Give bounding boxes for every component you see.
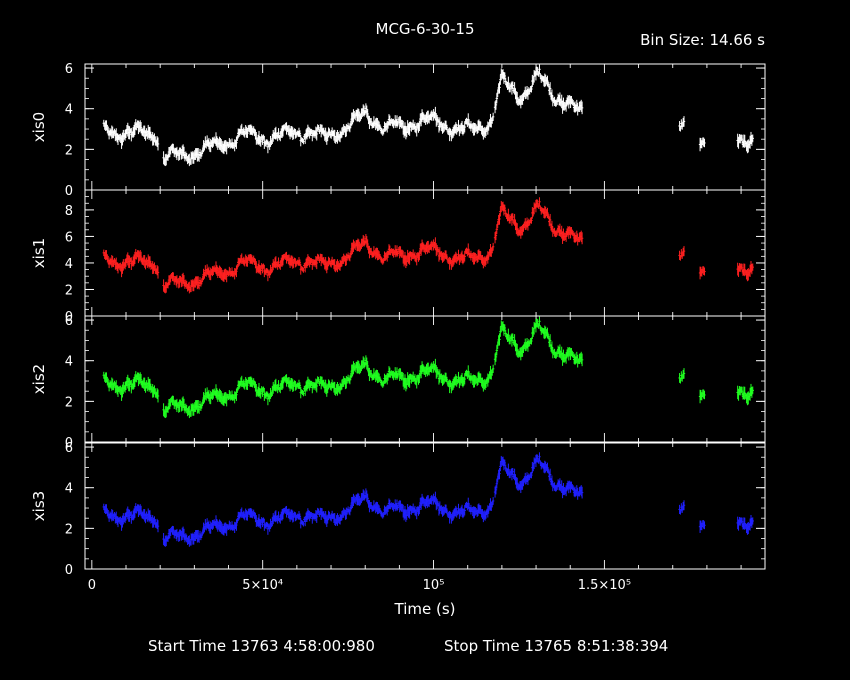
y-tick-label: 6 [65, 230, 73, 245]
panel-label-xis2: xis2 [30, 364, 48, 394]
y-tick-label: 0 [65, 184, 73, 199]
y-tick-label: 4 [65, 355, 73, 370]
y-tick-label: 8 [65, 204, 73, 219]
start-time-label: Start Time 13763 4:58:00:980 [148, 637, 375, 655]
series-xis1 [102, 197, 754, 294]
panel-xis2: 0 2 4 6 xis2 [30, 314, 766, 451]
x-tick-label: 0 [88, 578, 96, 593]
y-tick-label: 4 [65, 103, 73, 118]
y-tick-label: 4 [65, 482, 73, 497]
stop-time-label: Stop Time 13765 8:51:38:394 [444, 637, 668, 655]
bin-size-label: Bin Size: 14.66 s [640, 31, 765, 49]
panel-frame [84, 442, 766, 570]
panel-frame [84, 189, 766, 317]
y-tick-label: 0 [65, 436, 73, 451]
panel-label-xis3: xis3 [30, 491, 48, 521]
series-xis3 [102, 452, 754, 547]
x-axis-label: Time (s) [394, 600, 456, 618]
y-tick-label: 2 [65, 395, 73, 410]
y-tick-label: 2 [65, 143, 73, 158]
chart-title: MCG-6-30-15 [376, 20, 475, 38]
x-tick-label: 1.5×10⁵ [578, 578, 631, 593]
x-tick-label: 10⁵ [423, 578, 445, 593]
panel-xis1: 0 2 4 6 8 xis1 [30, 189, 766, 325]
panel-label-xis0: xis0 [30, 112, 48, 142]
panel-xis0: 0 2 4 6 xis0 [30, 62, 766, 199]
x-tick-label: 5×10⁴ [242, 578, 283, 593]
panel-label-xis1: xis1 [30, 238, 48, 268]
panel-xis3: 0 2 4 6 xis3 [30, 441, 766, 578]
y-tick-label: 6 [65, 62, 73, 77]
y-tick-label: 0 [65, 563, 73, 578]
y-tick-label: 2 [65, 283, 73, 298]
y-tick-label: 6 [65, 314, 73, 329]
y-tick-label: 6 [65, 441, 73, 456]
panel-frame [84, 315, 766, 443]
panel-frame [84, 63, 766, 191]
y-tick-label: 0 [65, 310, 73, 325]
y-tick-label: 2 [65, 522, 73, 537]
series-xis0 [102, 64, 754, 167]
y-tick-label: 4 [65, 257, 73, 272]
series-xis2 [102, 316, 754, 419]
